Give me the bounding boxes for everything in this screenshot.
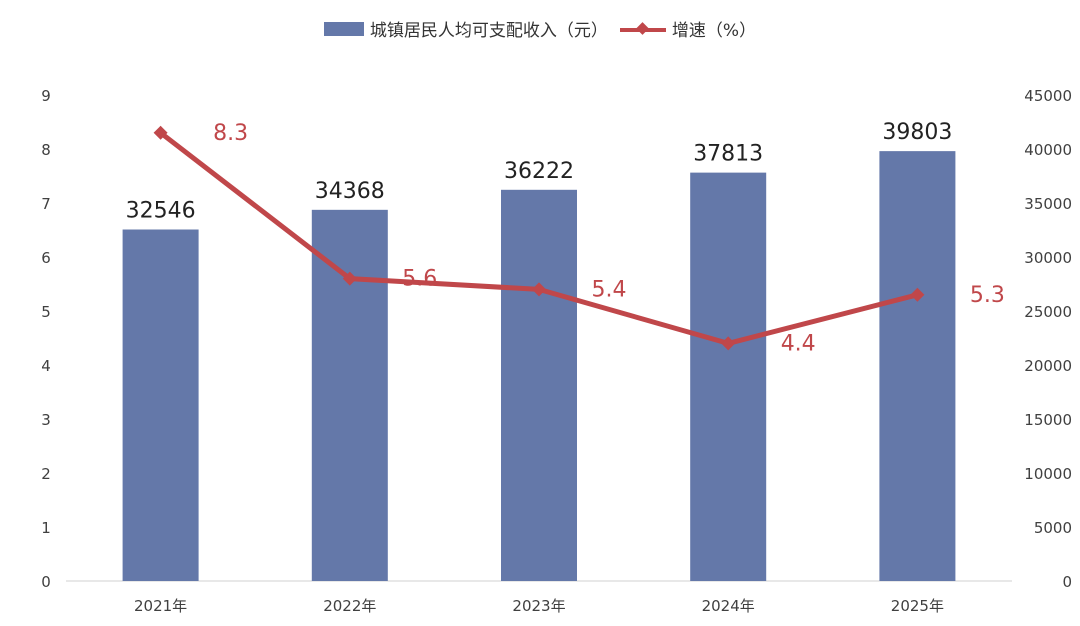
income-bar-value-label: 36222	[504, 159, 574, 184]
growth-value-label: 5.3	[970, 283, 1005, 308]
income-bar	[879, 151, 956, 581]
right-axis-tick-label: 15000	[1024, 411, 1072, 429]
right-axis-tick-label: 35000	[1024, 195, 1072, 213]
growth-point-marker	[153, 125, 168, 140]
right-axis-tick-label: 30000	[1024, 249, 1072, 267]
right-axis-tick-label: 40000	[1024, 141, 1072, 159]
growth-point-marker	[721, 336, 736, 351]
growth-value-label: 8.3	[213, 121, 248, 146]
left-axis-tick-label: 6	[41, 249, 51, 267]
left-axis-tick-label: 2	[41, 465, 51, 483]
legend-item-income: 城镇居民人均可支配收入（元）	[323, 16, 608, 41]
income-bar	[311, 209, 388, 581]
left-axis-tick-label: 3	[41, 411, 51, 429]
left-axis-tick-label: 1	[41, 519, 51, 537]
right-axis-tick-label: 5000	[1034, 519, 1072, 537]
right-axis-tick-label: 20000	[1024, 357, 1072, 375]
legend-item-growth: 增速（%）	[619, 16, 757, 41]
left-axis-tick-label: 0	[41, 573, 51, 591]
chart-legend: 城镇居民人均可支配收入（元） 增速（%）	[0, 16, 1080, 41]
income-bar-value-label: 34368	[315, 179, 385, 204]
x-axis-category-label: 2023年	[512, 597, 565, 615]
growth-value-label: 5.4	[592, 277, 627, 302]
right-axis-tick-label: 10000	[1024, 465, 1072, 483]
legend-line-swatch	[619, 21, 666, 36]
growth-point-marker	[342, 271, 357, 286]
legend-income-label: 城镇居民人均可支配收入（元）	[369, 21, 608, 41]
left-axis-tick-label: 7	[41, 195, 51, 213]
growth-value-label: 4.4	[781, 331, 816, 356]
income-bar	[122, 229, 199, 581]
income-bar-value-label: 32546	[126, 199, 196, 224]
x-axis-category-label: 2022年	[323, 597, 376, 615]
income-bar-value-label: 37813	[693, 142, 763, 167]
left-axis-tick-label: 8	[41, 141, 51, 159]
left-axis-tick-label: 4	[41, 357, 51, 375]
x-axis-category-label: 2021年	[134, 597, 187, 615]
growth-value-label: 5.6	[402, 267, 437, 292]
income-bar	[501, 189, 577, 581]
right-axis-tick-label: 25000	[1024, 303, 1072, 321]
legend-growth-label: 增速（%）	[671, 21, 757, 41]
growth-point-marker	[910, 287, 925, 302]
income-bar	[690, 172, 767, 581]
x-axis-category-label: 2025年	[891, 597, 944, 615]
left-axis-tick-label: 5	[41, 303, 51, 321]
x-axis-category-label: 2024年	[702, 597, 755, 615]
right-axis-tick-label: 45000	[1024, 87, 1072, 105]
growth-point-marker	[532, 282, 546, 297]
right-axis-tick-label: 0	[1062, 573, 1072, 591]
legend-bar-swatch	[323, 21, 364, 36]
income-bar-value-label: 39803	[882, 120, 952, 145]
left-axis-tick-label: 9	[41, 87, 51, 105]
